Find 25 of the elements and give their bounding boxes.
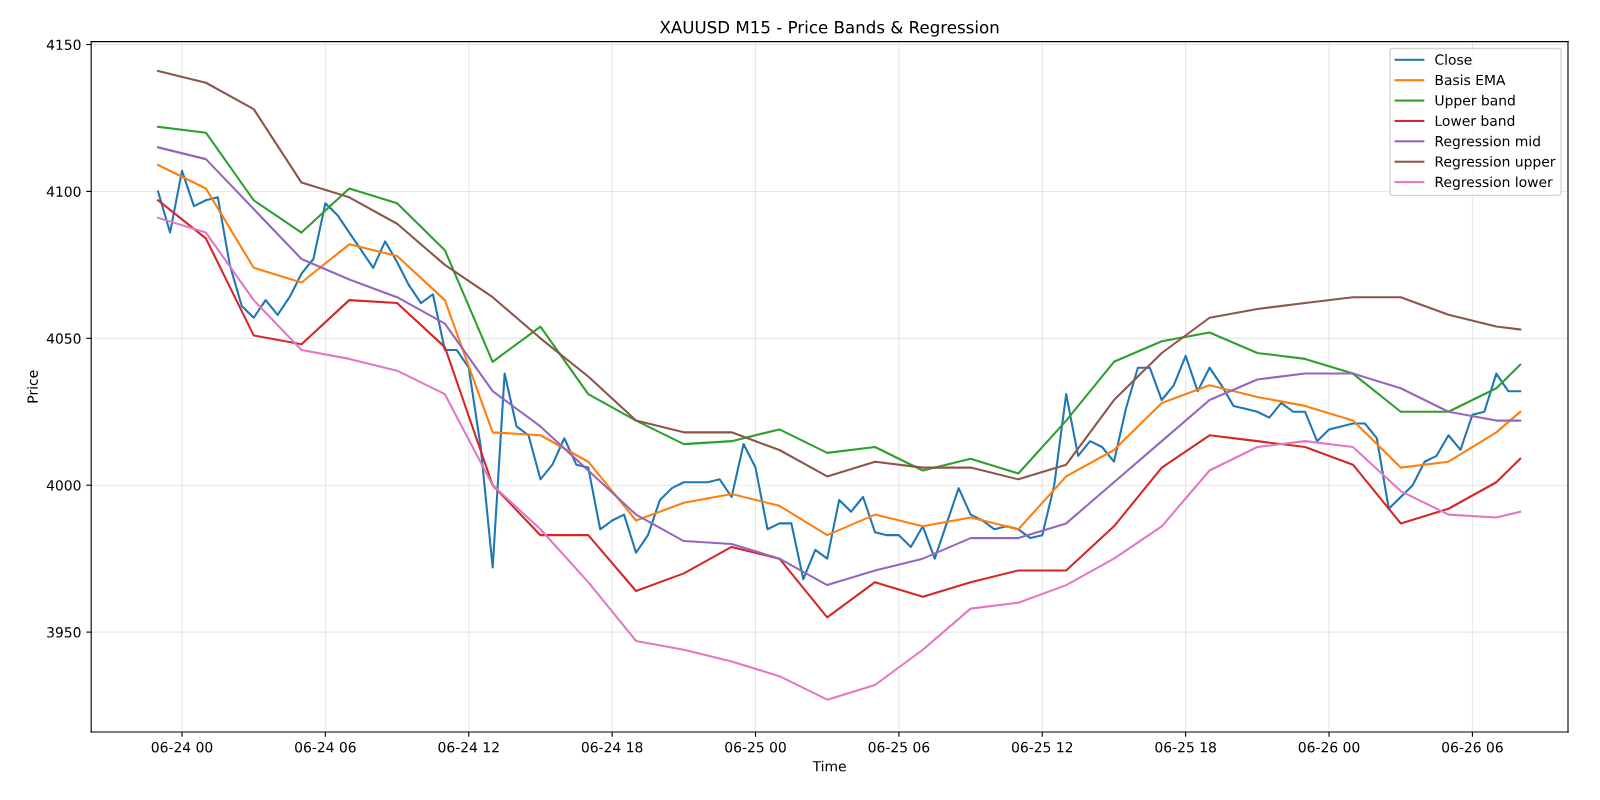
x-tick-label: 06-24 06: [295, 741, 356, 753]
legend-label: Lower band: [1435, 115, 1515, 127]
y-axis-title: Price: [27, 370, 38, 403]
legend-label: Upper band: [1435, 94, 1515, 109]
legend-label: Close: [1435, 54, 1472, 65]
y-tick-label: 4000: [46, 480, 81, 491]
x-tick-label: 06-25 06: [868, 741, 930, 753]
y-tick-label: 4100: [46, 186, 81, 197]
x-axis-title: Time: [812, 760, 846, 772]
y-tick-label: 3950: [47, 627, 81, 638]
x-tick-label: 06-24 18: [581, 741, 643, 753]
x-tick-label: 06-24 12: [438, 741, 499, 753]
x-tick-label: 06-26 00: [1298, 741, 1360, 753]
chart-title: XAUUSD M15 - Price Bands & Regression: [659, 20, 999, 37]
legend-label: Regression mid: [1435, 135, 1540, 150]
x-tick-label: 06-26 06: [1442, 741, 1503, 753]
y-tick-label: 4050: [46, 333, 81, 344]
x-tick-label: 06-25 00: [725, 741, 786, 753]
legend-label: Basis EMA: [1435, 74, 1506, 86]
legend-label: Regression upper: [1435, 156, 1556, 170]
x-tick-label: 06-25 18: [1155, 741, 1216, 753]
x-tick-label: 06-24 00: [151, 741, 213, 753]
legend-label: Regression lower: [1435, 176, 1553, 190]
x-tick-label: 06-25 12: [1011, 741, 1073, 753]
y-tick-label: 4150: [46, 39, 81, 51]
